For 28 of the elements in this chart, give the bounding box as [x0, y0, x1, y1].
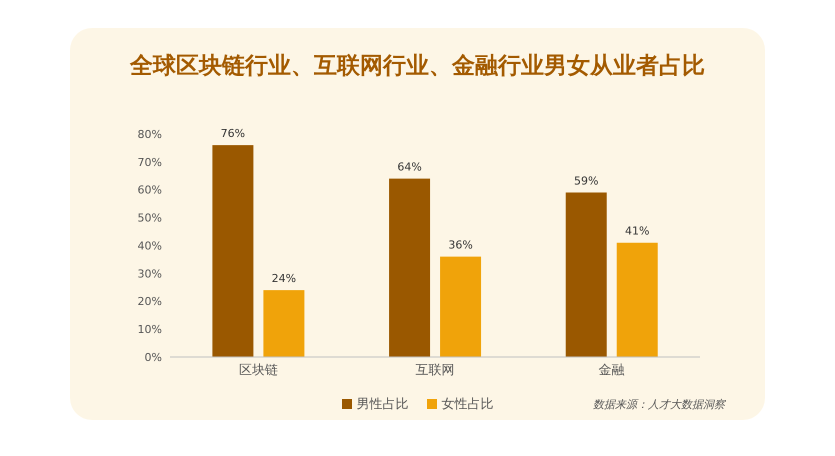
y-tick-label: 80% — [138, 128, 162, 141]
data-label: 41% — [625, 224, 650, 238]
y-tick-label: 60% — [138, 184, 162, 197]
bar — [616, 242, 658, 357]
bar — [389, 178, 430, 357]
data-label: 24% — [272, 272, 296, 286]
data-label: 36% — [448, 238, 473, 252]
y-tick-label: 0% — [144, 350, 162, 364]
chart-title: 全球区块链行业、互联网行业、金融行业男女从业者占比 — [128, 52, 706, 81]
x-tick-label: 互联网 — [416, 363, 454, 378]
data-label: 76% — [220, 127, 246, 140]
y-tick-label: 30% — [138, 267, 162, 280]
bar — [566, 192, 607, 357]
bar — [263, 290, 304, 357]
data-label: 64% — [397, 160, 422, 174]
data-label: 59% — [574, 174, 598, 188]
bar — [212, 145, 254, 357]
x-tick-label: 金融 — [598, 363, 625, 378]
y-tick-label: 70% — [138, 156, 162, 169]
legend-label: 男性占比 — [356, 396, 408, 413]
y-tick-label: 20% — [138, 295, 162, 308]
y-tick-label: 10% — [138, 323, 162, 336]
legend-label: 女性占比 — [440, 396, 494, 413]
source-note: 数据来源：人才大数据洞察 — [593, 397, 725, 412]
x-tick-label: 区块链 — [238, 363, 278, 378]
y-tick-label: 40% — [138, 239, 162, 252]
bar — [440, 256, 482, 357]
y-tick-label: 50% — [138, 212, 162, 225]
